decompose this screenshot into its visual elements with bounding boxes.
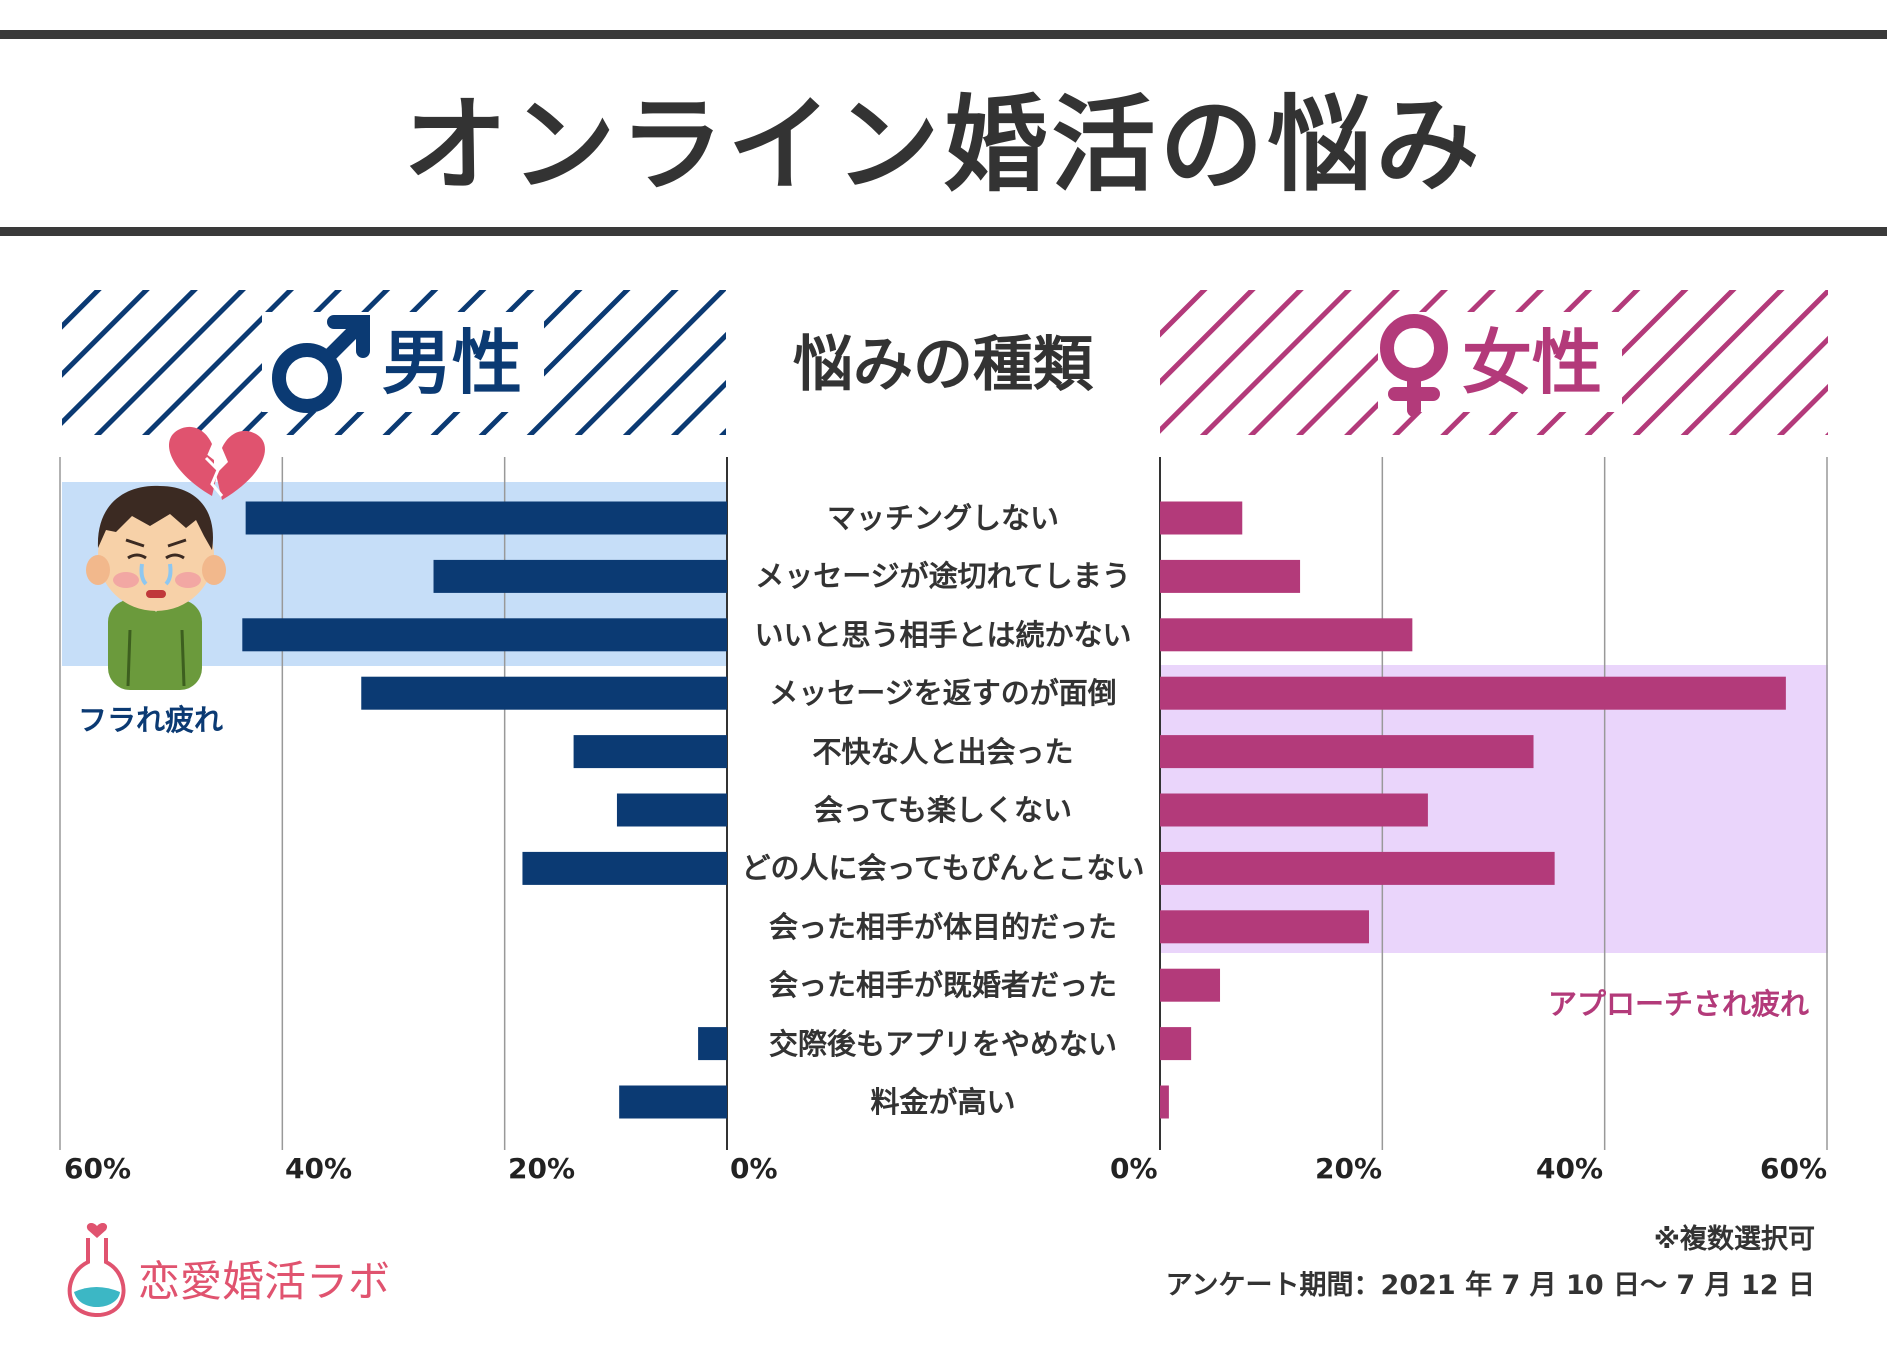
category-label-6: どの人に会ってもぴんとこない <box>741 851 1145 886</box>
female-bar-10 <box>1160 1085 1169 1119</box>
multiple-choice-note: ※複数選択可 <box>1653 1224 1815 1255</box>
category-heading: 悩みの種類 <box>793 330 1093 400</box>
venus-symbol-icon <box>1380 314 1448 417</box>
survey-period: アンケート期間：2021 年 7 月 10 日～ 7 月 12 日 <box>1165 1270 1815 1301</box>
category-label-7: 会った相手が体目的だった <box>768 909 1117 944</box>
male-bar-6 <box>522 851 727 885</box>
female-bar-5 <box>1160 793 1428 827</box>
male-bar-2 <box>242 618 727 652</box>
female-bar-4 <box>1160 735 1534 769</box>
female-tick-60: 60% <box>1760 1152 1828 1185</box>
female-bar-3 <box>1160 676 1786 710</box>
female-bar-2 <box>1160 618 1413 652</box>
male-bar-1 <box>433 559 727 593</box>
male-bar-3 <box>361 676 727 710</box>
top-rule <box>0 30 1887 39</box>
male-bar-4 <box>573 735 727 769</box>
flask-heart-icon <box>67 1223 126 1318</box>
category-label-8: 会った相手が既婚者だった <box>768 968 1117 1003</box>
male-tick-60: 60% <box>64 1152 132 1185</box>
category-label-10: 料金が高い <box>870 1085 1016 1119</box>
male-bar-5 <box>616 793 727 827</box>
category-label-1: メッセージが途切れてしまう <box>755 559 1131 594</box>
male-annotation: フラれ疲れ <box>78 703 224 737</box>
broken-heart-icon <box>169 426 265 500</box>
male-heading: 男性 <box>382 322 522 404</box>
page-title: オンライン婚活の悩み <box>403 84 1484 206</box>
female-bar-8 <box>1160 968 1221 1002</box>
category-label-3: メッセージを返すのが面倒 <box>769 676 1117 711</box>
bottom-rule <box>0 227 1887 236</box>
category-label-2: いいと思う相手とは続かない <box>754 617 1132 652</box>
logo-text: 恋愛婚活ラボ <box>138 1257 391 1306</box>
female-tick-0: 0% <box>1110 1152 1158 1185</box>
category-label-4: 不快な人と出会った <box>812 734 1074 769</box>
male-tick-40: 40% <box>285 1152 353 1185</box>
female-bar-9 <box>1160 1027 1192 1061</box>
male-tick-20: 20% <box>508 1152 576 1185</box>
female-tick-40: 40% <box>1536 1152 1604 1185</box>
bar-layer <box>242 501 1786 1119</box>
category-label-0: マッチングしない <box>826 501 1059 535</box>
female-bar-7 <box>1160 910 1369 944</box>
female-tick-20: 20% <box>1315 1152 1383 1185</box>
category-label-5: 会っても楽しくない <box>813 793 1073 827</box>
male-tick-0: 0% <box>730 1152 778 1185</box>
sad-man-illustration <box>86 485 226 690</box>
male-bar-9 <box>698 1027 727 1061</box>
female-bar-6 <box>1160 851 1555 885</box>
male-label-plate <box>262 312 544 412</box>
female-annotation: アプローチされ疲れ <box>1548 987 1810 1021</box>
mars-symbol-icon <box>272 315 370 413</box>
female-bar-1 <box>1160 559 1301 593</box>
male-bar-10 <box>619 1085 727 1119</box>
female-heading: 女性 <box>1462 322 1602 404</box>
category-label-9: 交際後もアプリをやめない <box>768 1026 1117 1061</box>
male-bar-0 <box>245 501 728 535</box>
female-bar-0 <box>1160 501 1243 535</box>
